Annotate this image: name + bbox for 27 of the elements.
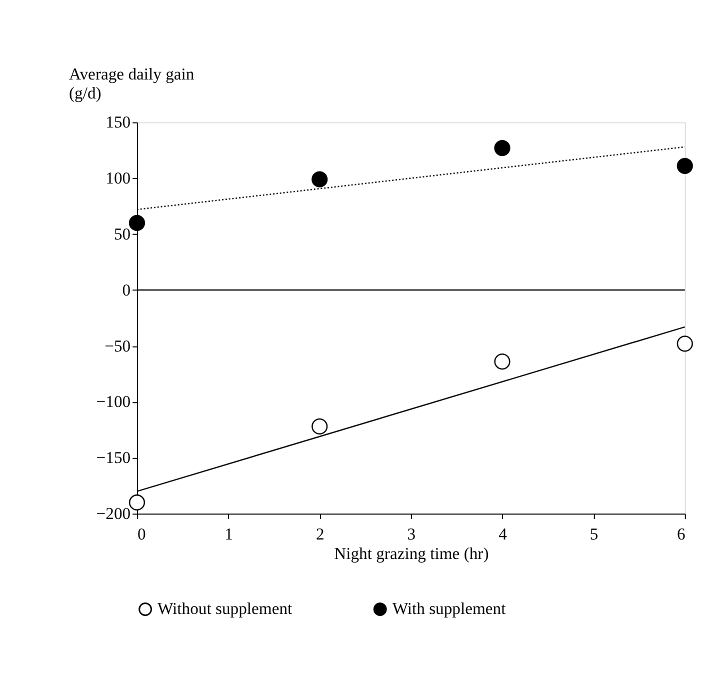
point bbox=[128, 214, 146, 231]
x-tick-label: 4 bbox=[498, 524, 508, 544]
y-tick-label: 150 bbox=[106, 112, 131, 132]
point bbox=[128, 494, 146, 511]
x-axis-title: Night grazing time (hr) bbox=[334, 544, 489, 564]
point bbox=[676, 158, 693, 174]
y-tick-label: −100 bbox=[96, 392, 131, 412]
x-tick-label: 5 bbox=[590, 524, 598, 544]
x-tick-label: 1 bbox=[224, 524, 233, 544]
y-tick-label: −150 bbox=[96, 448, 131, 468]
y-tick-label: −50 bbox=[104, 336, 131, 356]
y-tick-label: −200 bbox=[96, 504, 131, 524]
legend-label: With supplement bbox=[392, 599, 506, 618]
point bbox=[312, 418, 328, 434]
point bbox=[676, 336, 693, 352]
point bbox=[494, 354, 510, 370]
y-tick-label: 50 bbox=[114, 224, 131, 244]
y-tick-label: 100 bbox=[106, 168, 131, 188]
point bbox=[312, 171, 328, 188]
y-tick-label: 0 bbox=[122, 280, 131, 300]
x-tick-label: 0 bbox=[137, 524, 146, 544]
x-tick-label: 2 bbox=[316, 524, 324, 544]
x-tick-label: 3 bbox=[407, 524, 416, 544]
legend-label: Without supplement bbox=[158, 599, 293, 618]
point bbox=[494, 140, 510, 156]
x-tick-label: 6 bbox=[677, 524, 686, 544]
y-axis-title: Average daily gain (g/d) bbox=[68, 64, 195, 102]
